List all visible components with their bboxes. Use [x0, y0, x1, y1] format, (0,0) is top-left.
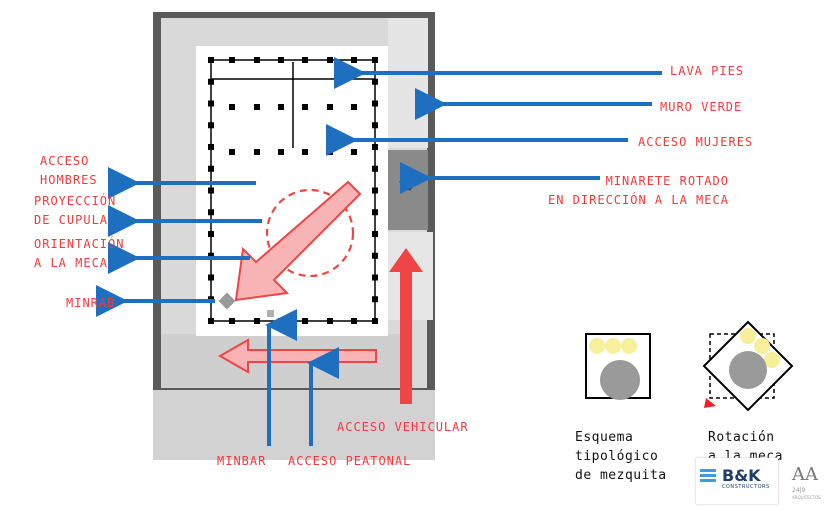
- column: [208, 144, 214, 150]
- label-minrab: MINRAB: [66, 296, 116, 310]
- aa-logo-subtext: ARQUITECTOS: [792, 495, 821, 500]
- orientation-arrow: [234, 180, 362, 302]
- column: [254, 318, 260, 324]
- prayer-hall-frame: [196, 46, 388, 336]
- blue-arrows: [96, 57, 662, 446]
- column: [278, 57, 284, 63]
- bk-logo-text: B&K: [722, 466, 761, 485]
- column: [372, 209, 378, 216]
- pedestrian-red-arrow: [217, 338, 377, 374]
- column: [327, 104, 333, 110]
- minaret-block: [388, 150, 428, 230]
- label-lava-pies: LAVA PIES: [670, 64, 745, 78]
- column: [302, 318, 308, 324]
- label-acceso-mujeres: ACCESO MUJERES: [638, 135, 754, 149]
- column: [372, 57, 378, 63]
- column: [372, 144, 378, 150]
- label-esquema: Esquema tipológico de mezquita: [575, 430, 667, 483]
- column: [351, 57, 357, 63]
- column: [372, 231, 378, 237]
- column: [229, 318, 235, 324]
- bk-constructors-logo: B&K CONSTRUCTORS: [696, 458, 778, 504]
- column: [372, 78, 378, 85]
- label-acceso-hombres: ACCESO HOMBRES: [40, 154, 98, 187]
- column: [327, 318, 333, 324]
- label-minbar: MINBAR: [217, 454, 267, 468]
- column: [229, 57, 235, 63]
- label-orientacion: ORIENTACIÓN A LA MECA: [34, 237, 125, 270]
- column: [208, 231, 214, 237]
- column: [372, 296, 378, 303]
- label-acceso-vehicular: ACCESO VEHICULAR: [337, 420, 469, 434]
- column: [372, 100, 378, 107]
- muro-verde-strip: [388, 18, 428, 148]
- minbar-marker: [267, 310, 274, 317]
- column: [278, 318, 284, 324]
- column: [372, 274, 378, 281]
- column: [229, 149, 235, 155]
- aa-logo-text: AA: [792, 464, 818, 485]
- column: [372, 187, 378, 194]
- column: [278, 104, 284, 110]
- bk-logo-icon: [700, 469, 716, 482]
- site-ground: [153, 388, 435, 460]
- aa-architects-logo: AA 24|9 ARQUITECTOS: [786, 458, 825, 504]
- column: [327, 57, 333, 63]
- column: [278, 149, 284, 155]
- aa-logo-number: 24|9: [792, 487, 806, 494]
- column: [372, 165, 378, 172]
- column: [208, 100, 214, 107]
- column: [208, 57, 214, 63]
- vehicular-arrow: [389, 248, 423, 404]
- column: [351, 149, 357, 155]
- column: [254, 57, 260, 63]
- label-muro-verde: MURO VERDE: [660, 100, 743, 114]
- label-minarete: MINARETE ROTADO EN DIRECCIÓN A LA MECA: [548, 174, 729, 207]
- bk-logo-subtext: CONSTRUCTORS: [722, 484, 770, 490]
- rotation-scheme: [702, 320, 794, 412]
- column: [208, 274, 214, 281]
- column: [302, 104, 308, 110]
- column: [208, 209, 214, 216]
- mihrab-marker: [218, 292, 236, 310]
- column: [302, 149, 308, 155]
- column: [372, 252, 378, 259]
- column: [254, 149, 260, 155]
- label-proyeccion-cupula: PROYECCIÓN DE CUPULA: [34, 194, 117, 227]
- label-acceso-peatonal: ACCESO PEATONAL: [288, 454, 412, 468]
- column: [302, 57, 308, 63]
- column: [208, 187, 214, 194]
- dome-projection: [265, 188, 355, 278]
- column: [208, 318, 214, 324]
- column: [229, 104, 235, 110]
- column: [372, 122, 378, 129]
- column: [351, 318, 357, 324]
- column: [208, 122, 214, 129]
- column: [254, 104, 260, 110]
- column: [372, 318, 378, 324]
- column: [208, 165, 214, 172]
- column: [327, 149, 333, 155]
- column: [208, 252, 214, 259]
- column: [351, 104, 357, 110]
- column: [208, 78, 214, 85]
- typology-scheme: [585, 333, 651, 400]
